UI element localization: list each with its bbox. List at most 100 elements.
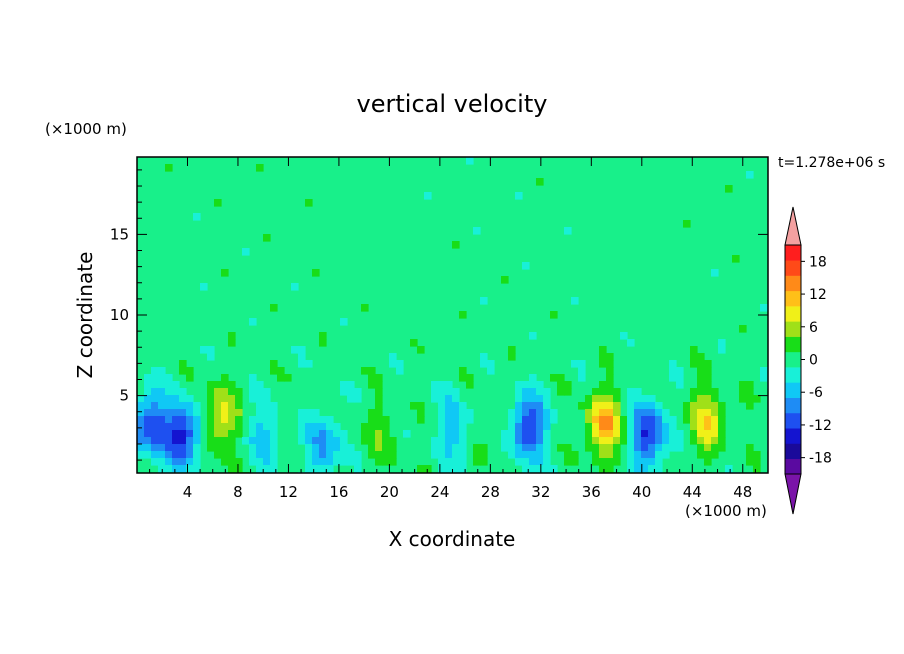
field-cell — [319, 332, 327, 340]
colorbar-tick-label: 12 — [809, 287, 827, 303]
field-cell — [697, 430, 705, 438]
field-cell — [662, 430, 670, 438]
field-cell — [312, 437, 320, 445]
field-cell — [319, 416, 327, 424]
field-cell — [340, 381, 348, 389]
field-cell — [452, 241, 460, 249]
field-cell — [599, 402, 607, 410]
field-cell — [403, 430, 411, 438]
field-cell — [193, 451, 201, 459]
field-cell — [711, 395, 719, 403]
field-cell — [340, 451, 348, 459]
field-cell — [627, 409, 635, 417]
field-cell — [368, 416, 376, 424]
field-cell — [179, 437, 187, 445]
field-cell — [221, 444, 229, 452]
field-cell — [235, 409, 243, 417]
field-cell — [347, 451, 355, 459]
field-cell — [151, 402, 159, 410]
field-cell — [697, 388, 705, 396]
colorbar-segment — [785, 245, 801, 261]
field-cell — [515, 458, 523, 466]
field-cell — [340, 444, 348, 452]
field-cell — [592, 395, 600, 403]
field-cell — [599, 381, 607, 389]
field-cell — [207, 353, 215, 361]
field-cell — [606, 458, 614, 466]
field-cell — [536, 465, 544, 473]
x-tick-label: 32 — [531, 483, 550, 501]
field-cell — [151, 437, 159, 445]
field-cell — [718, 444, 726, 452]
field-cell — [396, 360, 404, 368]
field-cell — [375, 451, 383, 459]
field-cell — [690, 423, 698, 431]
field-cell — [368, 381, 376, 389]
colorbar-under-triangle — [784, 473, 802, 515]
field-cell — [459, 458, 467, 466]
field-cell — [263, 430, 271, 438]
field-cell — [585, 423, 593, 431]
field-cell — [592, 423, 600, 431]
field-cell — [697, 395, 705, 403]
field-cell — [571, 451, 579, 459]
field-cell — [445, 409, 453, 417]
field-cell — [165, 388, 173, 396]
field-cell — [165, 451, 173, 459]
field-cell — [536, 395, 544, 403]
field-cell — [669, 367, 677, 375]
field-cell — [662, 423, 670, 431]
field-cell — [473, 444, 481, 452]
field-cell — [214, 451, 222, 459]
field-cell — [235, 430, 243, 438]
field-cell — [326, 430, 334, 438]
field-cell — [228, 381, 236, 389]
field-cell — [620, 423, 628, 431]
field-cell — [718, 437, 726, 445]
field-cell — [249, 437, 257, 445]
field-cell — [151, 458, 159, 466]
field-cell — [613, 444, 621, 452]
field-cell — [319, 423, 327, 431]
field-cell — [144, 423, 152, 431]
field-cell — [634, 395, 642, 403]
field-cell — [606, 360, 614, 368]
field-cell — [669, 444, 677, 452]
field-cell — [543, 388, 551, 396]
field-cell — [655, 416, 663, 424]
x-axis-unit: (×1000 m) — [685, 502, 767, 520]
field-cell — [543, 416, 551, 424]
field-cell — [529, 374, 537, 382]
field-cell — [711, 388, 719, 396]
field-cell — [312, 444, 320, 452]
field-cell — [550, 374, 558, 382]
field-cell — [438, 416, 446, 424]
field-cell — [319, 430, 327, 438]
field-cell — [193, 465, 201, 473]
field-cell — [711, 437, 719, 445]
field-cell — [466, 374, 474, 382]
field-cell — [158, 465, 166, 473]
field-cell — [746, 451, 754, 459]
field-cell — [431, 381, 439, 389]
field-cell — [445, 395, 453, 403]
field-cell — [452, 444, 460, 452]
field-cell — [536, 451, 544, 459]
field-cell — [144, 402, 152, 410]
field-cell — [193, 423, 201, 431]
field-cell — [193, 402, 201, 410]
field-cell — [543, 465, 551, 473]
field-cell — [613, 402, 621, 410]
field-cell — [445, 444, 453, 452]
field-cell — [522, 402, 530, 410]
field-cell — [326, 465, 334, 473]
field-cell — [662, 409, 670, 417]
field-cell — [368, 367, 376, 375]
field-cell — [270, 423, 278, 431]
field-cell — [186, 458, 194, 466]
field-cell — [172, 451, 180, 459]
field-cell — [704, 381, 712, 389]
field-cell — [263, 458, 271, 466]
field-cell — [452, 388, 460, 396]
field-cell — [354, 458, 362, 466]
